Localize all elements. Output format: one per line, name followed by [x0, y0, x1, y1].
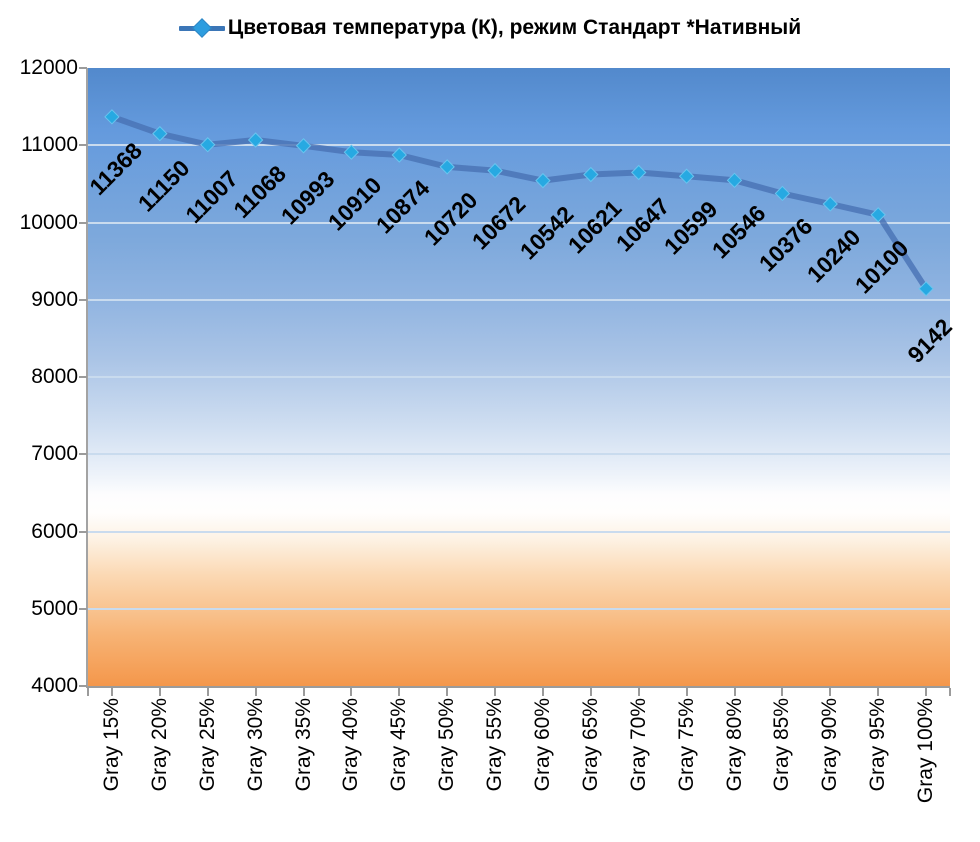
data-point-marker — [822, 196, 838, 212]
y-axis-label: 4000 — [31, 674, 78, 697]
x-axis-label: Gray 75% — [674, 698, 698, 792]
y-axis-label: 8000 — [31, 365, 78, 388]
chart-header: Цветовая температура (К), режим Стандарт… — [0, 16, 980, 40]
x-axis-tick — [494, 688, 497, 696]
data-point-marker — [918, 281, 934, 297]
x-axis-label: Gray 85% — [770, 698, 794, 792]
gridline — [88, 221, 950, 224]
data-point-marker — [726, 172, 743, 189]
x-axis-tick — [589, 688, 592, 696]
x-axis-tick — [541, 688, 544, 696]
data-point-marker — [104, 109, 120, 125]
y-axis-tick — [79, 453, 87, 456]
y-axis-tick — [79, 221, 87, 224]
x-axis-label: Gray 15% — [99, 698, 123, 792]
y-axis-label: 6000 — [31, 519, 78, 543]
data-point-marker — [583, 166, 599, 183]
x-axis-end-tick — [949, 688, 951, 696]
x-axis-tick — [158, 688, 161, 696]
plot-area: 11368 11150 11007 11068 10993 10910 10874 10720… — [84, 68, 957, 688]
x-axis-tick — [877, 688, 880, 696]
y-axis-label: 5000 — [31, 596, 78, 620]
x-axis-tick — [733, 688, 736, 696]
gridline — [88, 376, 950, 378]
gridline — [88, 530, 950, 533]
x-axis-label: Gray 60% — [530, 698, 554, 792]
x-axis-tick — [685, 688, 688, 696]
x-axis-label: Gray 35% — [291, 698, 315, 792]
x-axis-tick — [637, 688, 640, 696]
x-axis-label: Gray 50% — [435, 698, 459, 792]
y-axis-tick — [79, 144, 87, 147]
x-axis-tick — [302, 688, 305, 696]
x-axis-tick — [925, 688, 928, 696]
y-axis-label: 9000 — [31, 287, 78, 311]
x-axis-end-tick — [87, 688, 89, 696]
series-line — [108, 113, 930, 292]
x-axis-tick — [254, 688, 257, 696]
x-axis-tick — [829, 688, 832, 696]
x-axis-tick — [350, 688, 353, 696]
data-point-marker — [678, 168, 695, 184]
y-axis-tick — [79, 298, 87, 301]
x-axis-tick — [446, 688, 449, 696]
x-axis-label: Gray 80% — [722, 698, 746, 792]
legend-diamond-marker-icon — [191, 18, 212, 38]
data-point-marker — [774, 185, 791, 202]
x-axis-tick — [206, 688, 209, 696]
data-point-marker — [200, 137, 216, 153]
x-axis-label: Gray 100% — [914, 698, 938, 804]
x-axis-label: Gray 70% — [626, 698, 650, 792]
y-axis-tick — [79, 530, 87, 533]
y-axis-label: 11000 — [21, 133, 78, 157]
y-axis-tick — [79, 67, 87, 69]
x-axis-label: Gray 90% — [818, 698, 842, 792]
x-axis-tick — [781, 688, 784, 696]
data-point-marker — [439, 159, 455, 175]
series-plot — [104, 109, 934, 297]
y-axis-tick — [79, 376, 87, 378]
chart-title: Цветовая температура (К), режим Стандарт… — [227, 16, 802, 39]
gridline — [88, 298, 950, 301]
x-axis-label: Gray 65% — [578, 698, 602, 792]
y-axis-label: 7000 — [31, 442, 78, 466]
x-axis-label: Gray 55% — [483, 698, 507, 792]
y-axis-label: 12000 — [19, 56, 78, 79]
x-axis-label: Gray 20% — [147, 698, 171, 792]
data-point-marker — [535, 172, 551, 189]
y-axis-tick — [79, 685, 87, 687]
data-point-marker — [870, 207, 886, 223]
x-axis-tick — [398, 688, 401, 696]
gridline — [88, 144, 950, 147]
legend-series-line-icon — [178, 18, 225, 38]
gridline — [88, 607, 950, 610]
x-axis-label: Gray 95% — [866, 698, 890, 792]
x-axis-label: Gray 45% — [387, 698, 411, 792]
x-axis-label: Gray 40% — [339, 698, 363, 792]
x-axis-tick — [110, 688, 113, 696]
data-point-marker — [631, 164, 647, 181]
y-axis-tick — [79, 607, 87, 610]
data-point-marker — [295, 138, 312, 154]
gridline — [88, 453, 950, 456]
data-point-marker — [152, 125, 168, 142]
data-point-marker — [247, 132, 264, 148]
y-axis-label: 10000 — [19, 210, 78, 234]
data-point-marker — [487, 162, 503, 179]
x-axis-label: Gray 30% — [243, 698, 267, 792]
x-axis-label: Gray 25% — [195, 698, 219, 792]
data-point-marker — [391, 147, 407, 163]
data-point-marker — [343, 144, 360, 160]
